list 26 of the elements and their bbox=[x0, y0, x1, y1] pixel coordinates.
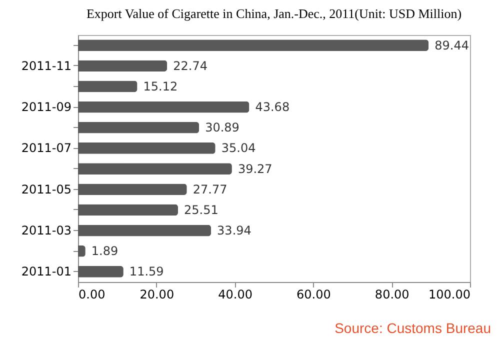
data-label: 22.74 bbox=[173, 58, 208, 73]
data-label: 11.59 bbox=[129, 264, 164, 279]
y-tick-label: 2011-03 bbox=[21, 224, 72, 238]
chart-title: Export Value of Cigarette in China, Jan.-Dec., 2011(Unit: USD Million) bbox=[86, 6, 462, 21]
data-label: 33.94 bbox=[217, 224, 252, 238]
x-tick-label: 0.00 bbox=[78, 288, 106, 302]
data-label: 43.68 bbox=[255, 100, 290, 114]
x-tick-label: 60.00 bbox=[296, 288, 331, 302]
data-label: 35.04 bbox=[221, 141, 256, 156]
x-tick-label: 100.00 bbox=[428, 288, 470, 302]
data-label: 27.77 bbox=[192, 182, 228, 196]
source-note: Source: Customs Bureau bbox=[334, 320, 491, 336]
y-tick-label: 2011-11 bbox=[21, 58, 72, 73]
data-label: 30.89 bbox=[205, 120, 240, 135]
data-label: 25.51 bbox=[184, 202, 218, 217]
y-tick-label: 2011-09 bbox=[21, 100, 72, 114]
y-tick-label: 2011-05 bbox=[21, 182, 72, 196]
x-tick-label: 20.00 bbox=[140, 288, 174, 302]
data-label: 1.89 bbox=[91, 244, 118, 258]
data-label: 89.44 bbox=[434, 38, 469, 52]
y-tick-label: 2011-07 bbox=[21, 141, 72, 156]
x-tick-label: 80.00 bbox=[374, 288, 410, 302]
data-label: 39.27 bbox=[238, 162, 272, 176]
x-tick-label: 40.00 bbox=[218, 288, 252, 302]
data-label: 15.12 bbox=[143, 79, 178, 94]
y-tick-label: 2011-01 bbox=[21, 264, 72, 279]
